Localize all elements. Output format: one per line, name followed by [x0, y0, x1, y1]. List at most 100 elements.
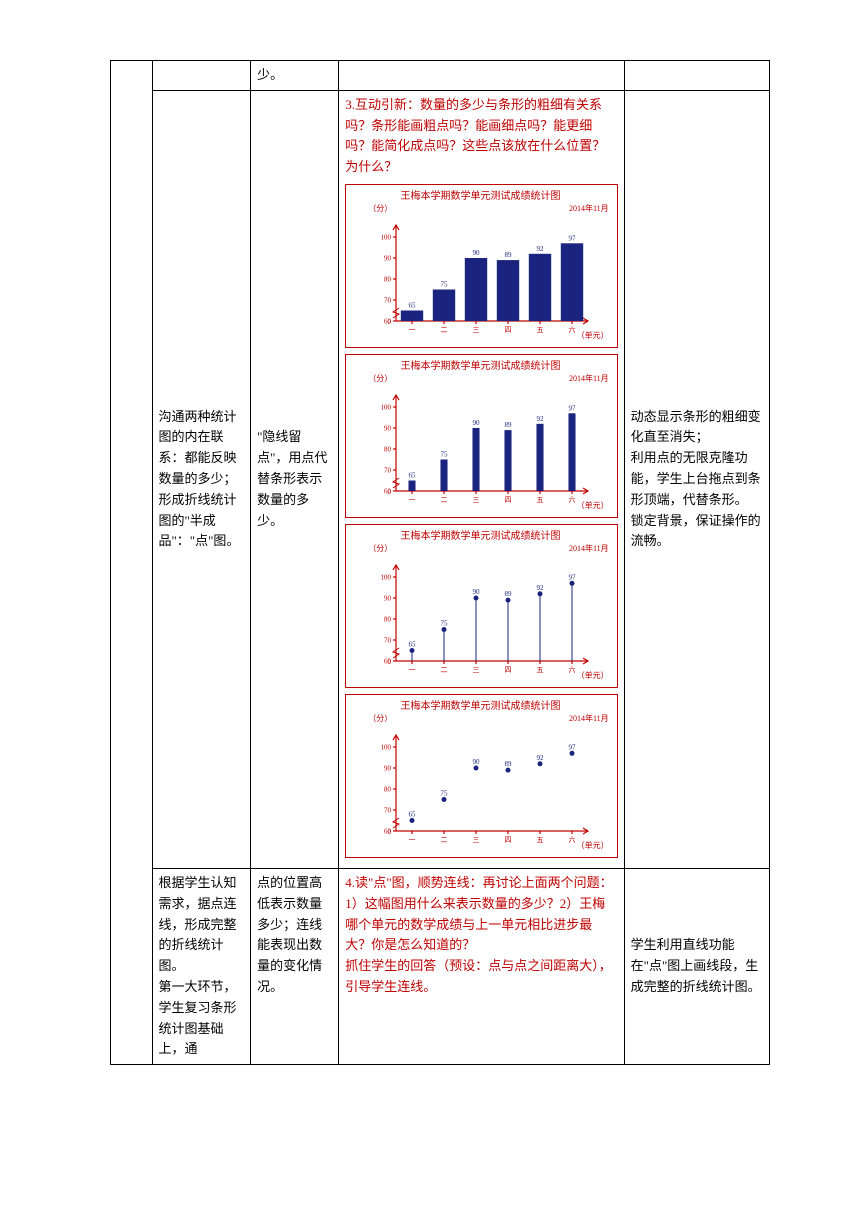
svg-text:75: 75: [441, 450, 449, 458]
svg-text:70: 70: [384, 636, 392, 644]
svg-text:97: 97: [569, 573, 577, 581]
chart-date: 2014年11月: [569, 543, 609, 556]
svg-text:三: 三: [473, 666, 480, 674]
svg-text:0: 0: [388, 658, 392, 666]
svg-text:65: 65: [409, 810, 417, 818]
svg-text:80: 80: [384, 445, 392, 453]
svg-text:75: 75: [441, 280, 449, 288]
tech-text: 动态显示条形的粗细变化直至消失； 利用点的无限克隆功能，学生上台拖点到条形顶端，…: [631, 409, 761, 549]
svg-text:100: 100: [381, 233, 392, 241]
svg-text:六: 六: [569, 495, 576, 504]
chart-y-unit: （分）: [368, 373, 392, 386]
svg-text:65: 65: [409, 471, 417, 479]
svg-text:二: 二: [441, 666, 448, 674]
svg-text:92: 92: [537, 584, 545, 592]
objective-cell: 根据学生认知需求，据点连线，形成完整的折线统计图。 第一大环节，学生复习条形统计…: [152, 868, 251, 1064]
chart-plot: 607080901000一二三四五六657590899297: [374, 389, 606, 509]
svg-text:97: 97: [569, 404, 577, 412]
svg-text:100: 100: [381, 573, 392, 581]
svg-text:三: 三: [473, 836, 480, 844]
activity-intro: 3.互动引新：数量的多少与条形的粗细有关系吗？条形能画粗点吗？能画细点吗？能更细…: [345, 95, 617, 178]
cell: 少。: [251, 61, 339, 91]
chart-panel: 王梅本学期数学单元测试成绩统计图 2014年11月 （分） （单元） 60708…: [345, 694, 617, 858]
svg-text:六: 六: [569, 835, 576, 844]
svg-text:70: 70: [384, 296, 392, 304]
svg-text:一: 一: [409, 836, 416, 844]
svg-text:80: 80: [384, 275, 392, 283]
svg-text:0: 0: [388, 828, 392, 836]
chart-panel: 王梅本学期数学单元测试成绩统计图 2014年11月 （分） （单元） 60708…: [345, 354, 617, 518]
svg-text:70: 70: [384, 466, 392, 474]
svg-text:三: 三: [473, 326, 480, 334]
svg-text:90: 90: [384, 254, 392, 262]
svg-text:100: 100: [381, 403, 392, 411]
svg-text:六: 六: [569, 665, 576, 674]
method-cell: 点的位置高低表示数量多少；连线能表现出数量的变化情况。: [251, 868, 339, 1064]
svg-text:一: 一: [409, 326, 416, 334]
svg-text:90: 90: [473, 758, 481, 766]
objective-cell: 沟通两种统计图的内在联系：都能反映数量的多少；形成折线统计图的"半成品"："点"…: [152, 90, 251, 868]
svg-text:四: 四: [505, 326, 512, 334]
cell: [624, 61, 769, 91]
svg-text:二: 二: [441, 836, 448, 844]
table-row: 根据学生认知需求，据点连线，形成完整的折线统计图。 第一大环节，学生复习条形统计…: [111, 868, 770, 1064]
svg-text:五: 五: [537, 666, 544, 674]
svg-text:89: 89: [505, 251, 513, 259]
svg-text:五: 五: [537, 496, 544, 504]
svg-text:100: 100: [381, 743, 392, 751]
chart-panel: 王梅本学期数学单元测试成绩统计图 2014年11月 （分） （单元） 60708…: [345, 184, 617, 348]
chart-svg: 607080901000一二三四五六657590899297: [374, 559, 594, 679]
chart-svg: 607080901000一二三四五六657590899297: [374, 219, 594, 339]
svg-text:0: 0: [388, 488, 392, 496]
svg-text:90: 90: [384, 424, 392, 432]
svg-text:92: 92: [537, 415, 545, 423]
svg-text:一: 一: [409, 496, 416, 504]
svg-text:二: 二: [441, 496, 448, 504]
charts-container: 王梅本学期数学单元测试成绩统计图 2014年11月 （分） （单元） 60708…: [345, 184, 617, 858]
svg-text:89: 89: [505, 760, 513, 768]
svg-text:五: 五: [537, 836, 544, 844]
svg-text:四: 四: [505, 666, 512, 674]
svg-text:90: 90: [473, 419, 481, 427]
cell: [339, 61, 624, 91]
svg-text:89: 89: [505, 421, 513, 429]
svg-text:二: 二: [441, 326, 448, 334]
chart-y-unit: （分）: [368, 543, 392, 556]
chart-y-unit: （分）: [368, 203, 392, 216]
activity-cell: 4.读"点"图，顺势连线：再讨论上面两个问题：1）这幅图用什么来表示数量的多少？…: [339, 868, 624, 1064]
svg-text:89: 89: [505, 590, 513, 598]
lesson-plan-table: 少。 沟通两种统计图的内在联系：都能反映数量的多少；形成折线统计图的"半成品"：…: [110, 60, 770, 1065]
chart-date: 2014年11月: [569, 713, 609, 726]
svg-text:80: 80: [384, 785, 392, 793]
svg-text:90: 90: [473, 249, 481, 257]
method-cell: "隐线留点"，用点代替条形表示数量的多少。: [251, 90, 339, 868]
chart-plot: 607080901000一二三四五六657590899297: [374, 729, 606, 849]
svg-text:92: 92: [537, 245, 545, 253]
chart-date: 2014年11月: [569, 373, 609, 386]
activity-cell: 3.互动引新：数量的多少与条形的粗细有关系吗？条形能画粗点吗？能画细点吗？能更细…: [339, 90, 624, 868]
chart-svg: 607080901000一二三四五六657590899297: [374, 389, 594, 509]
svg-text:五: 五: [537, 326, 544, 334]
chart-y-unit: （分）: [368, 713, 392, 726]
svg-text:65: 65: [409, 640, 417, 648]
table-row: 沟通两种统计图的内在联系：都能反映数量的多少；形成折线统计图的"半成品"："点"…: [111, 90, 770, 868]
svg-text:一: 一: [409, 666, 416, 674]
svg-text:75: 75: [441, 619, 449, 627]
svg-text:80: 80: [384, 615, 392, 623]
svg-text:65: 65: [409, 301, 417, 309]
svg-text:四: 四: [505, 836, 512, 844]
svg-text:70: 70: [384, 806, 392, 814]
svg-text:92: 92: [537, 754, 545, 762]
svg-text:75: 75: [441, 789, 449, 797]
svg-text:0: 0: [388, 318, 392, 326]
svg-text:六: 六: [569, 325, 576, 334]
chart-plot: 607080901000一二三四五六657590899297: [374, 559, 606, 679]
svg-text:三: 三: [473, 496, 480, 504]
chart-date: 2014年11月: [569, 203, 609, 216]
chart-panel: 王梅本学期数学单元测试成绩统计图 2014年11月 （分） （单元） 60708…: [345, 524, 617, 688]
svg-text:97: 97: [569, 743, 577, 751]
tech-cell: 学生利用直线功能在"点"图上画线段，生成完整的折线统计图。: [624, 868, 769, 1064]
svg-text:97: 97: [569, 234, 577, 242]
chart-svg: 607080901000一二三四五六657590899297: [374, 729, 594, 849]
chart-plot: 607080901000一二三四五六657590899297: [374, 219, 606, 339]
